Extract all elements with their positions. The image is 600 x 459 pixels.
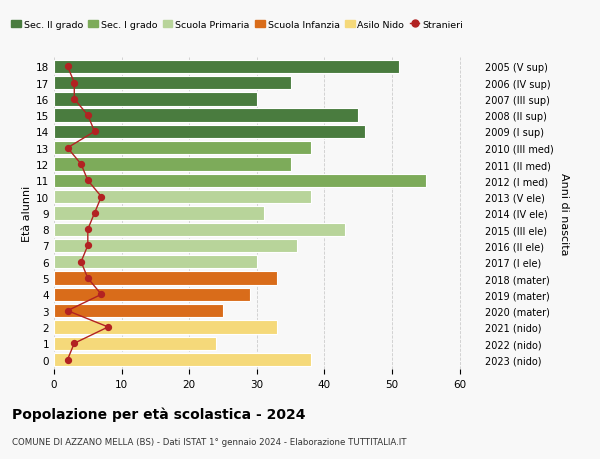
Bar [54, 93, 257, 106]
Bar [54, 223, 345, 236]
Bar [54, 109, 358, 123]
Bar [54, 125, 365, 139]
Text: Popolazione per età scolastica - 2024: Popolazione per età scolastica - 2024 [12, 406, 305, 421]
Point [83, 112, 92, 119]
Point [83, 226, 92, 233]
Bar [54, 158, 290, 171]
Bar [54, 190, 311, 204]
Bar [54, 142, 311, 155]
Point [83, 275, 92, 282]
Point [83, 177, 92, 185]
Point [70, 80, 79, 87]
Point [63, 308, 73, 315]
Bar [54, 207, 263, 220]
Point [70, 96, 79, 103]
Point [70, 340, 79, 347]
Text: COMUNE DI AZZANO MELLA (BS) - Dati ISTAT 1° gennaio 2024 - Elaborazione TUTTITAL: COMUNE DI AZZANO MELLA (BS) - Dati ISTAT… [12, 437, 407, 446]
Bar [54, 272, 277, 285]
Bar [54, 304, 223, 318]
Bar [54, 353, 311, 366]
Point [76, 258, 86, 266]
Point [63, 145, 73, 152]
Bar [54, 174, 426, 188]
Point [103, 324, 113, 331]
Bar [54, 337, 216, 350]
Y-axis label: Età alunni: Età alunni [22, 185, 32, 241]
Bar [54, 288, 250, 302]
Point [90, 129, 100, 136]
Bar [54, 61, 399, 74]
Point [83, 242, 92, 250]
Bar [54, 320, 277, 334]
Bar [54, 239, 298, 252]
Point [63, 356, 73, 364]
Point [90, 210, 100, 217]
Point [97, 291, 106, 298]
Legend: Sec. II grado, Sec. I grado, Scuola Primaria, Scuola Infanzia, Asilo Nido, Stran: Sec. II grado, Sec. I grado, Scuola Prim… [8, 17, 467, 34]
Point [63, 63, 73, 71]
Point [76, 161, 86, 168]
Y-axis label: Anni di nascita: Anni di nascita [559, 172, 569, 255]
Point [97, 194, 106, 201]
Bar [54, 256, 257, 269]
Bar [54, 77, 290, 90]
